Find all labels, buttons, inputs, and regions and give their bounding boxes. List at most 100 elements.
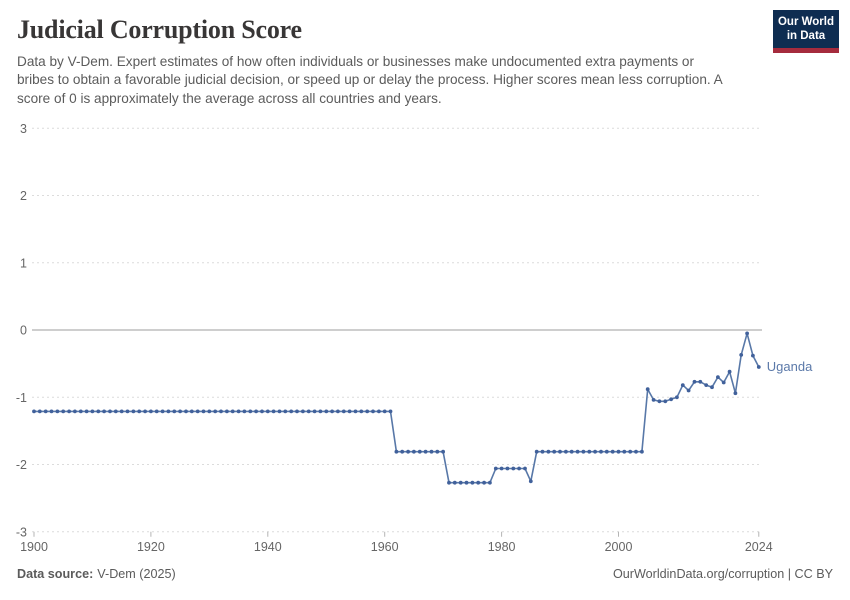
- data-point: [470, 480, 475, 485]
- data-point: [388, 409, 393, 414]
- attribution-link[interactable]: OurWorldinData.org/corruption | CC BY: [612, 567, 833, 581]
- data-point: [96, 409, 101, 414]
- data-point: [745, 331, 749, 336]
- data-point: [78, 409, 83, 414]
- data-point: [412, 449, 416, 454]
- data-point: [552, 449, 557, 454]
- data-point: [394, 449, 399, 454]
- data-point: [435, 449, 440, 454]
- data-point: [102, 409, 106, 414]
- data-point: [657, 399, 662, 404]
- data-point: [569, 449, 574, 454]
- data-point: [493, 466, 498, 471]
- y-tick-label: -2: [16, 458, 27, 472]
- data-point: [564, 449, 568, 454]
- data-point: [61, 409, 66, 414]
- data-point: [604, 449, 609, 454]
- data-point: [628, 449, 633, 454]
- data-point: [377, 409, 381, 414]
- data-point: [125, 409, 130, 414]
- data-point: [225, 409, 229, 414]
- y-tick-label: 3: [20, 122, 27, 136]
- data-point: [452, 480, 457, 485]
- data-point: [417, 449, 422, 454]
- data-point: [540, 449, 545, 454]
- data-point: [67, 409, 71, 414]
- data-point: [581, 449, 586, 454]
- data-point: [476, 480, 481, 485]
- x-tick-label: 1920: [137, 540, 165, 554]
- data-point: [201, 409, 206, 414]
- series-label-uganda: Uganda: [766, 358, 813, 374]
- data-point: [593, 449, 597, 454]
- data-point: [482, 480, 486, 485]
- data-point: [295, 409, 299, 414]
- owid-logo[interactable]: Our World in Data: [773, 10, 839, 53]
- data-point: [119, 409, 124, 414]
- data-point: [166, 409, 171, 414]
- data-point: [359, 409, 364, 414]
- x-tick-label: 2024: [745, 540, 773, 554]
- chart-subtitle: Data by V-Dem. Expert estimates of how o…: [17, 54, 723, 106]
- data-point: [131, 409, 136, 414]
- data-point: [733, 391, 738, 396]
- data-point: [143, 409, 148, 414]
- data-point: [113, 409, 118, 414]
- data-point: [710, 385, 714, 390]
- data-source-value: V-Dem (2025): [97, 567, 176, 581]
- y-tick-label: -3: [16, 525, 27, 539]
- data-source-label: Data source:: [17, 567, 94, 581]
- data-point: [692, 379, 697, 384]
- data-point: [178, 409, 183, 414]
- data-point: [698, 379, 703, 384]
- data-point: [458, 480, 463, 485]
- data-point: [160, 409, 165, 414]
- data-point: [149, 409, 153, 414]
- data-point: [365, 409, 370, 414]
- data-point: [265, 409, 270, 414]
- data-point: [336, 409, 340, 414]
- data-point: [599, 449, 603, 454]
- data-point: [301, 409, 305, 414]
- data-point: [406, 449, 410, 454]
- x-tick-label: 1900: [20, 540, 48, 554]
- data-point: [645, 387, 650, 392]
- data-point: [716, 375, 720, 379]
- owid-logo-line2: in Data: [786, 29, 826, 42]
- data-point: [575, 449, 580, 454]
- data-point: [464, 480, 469, 485]
- data-point: [242, 409, 247, 414]
- data-source: Data source: V-Dem (2025): [17, 567, 176, 581]
- data-point: [154, 409, 159, 414]
- data-point: [289, 409, 294, 414]
- data-point: [400, 449, 405, 454]
- chart-footer: Data source: V-Dem (2025) OurWorldinData.…: [0, 567, 850, 581]
- y-tick-label: 1: [20, 256, 27, 270]
- data-point: [610, 449, 615, 454]
- data-point: [84, 409, 89, 414]
- data-point: [669, 397, 673, 402]
- data-point: [55, 409, 60, 414]
- data-point: [704, 383, 709, 387]
- data-point: [651, 398, 656, 402]
- data-point: [260, 409, 264, 414]
- y-tick-label: 2: [20, 189, 27, 203]
- data-point: [219, 409, 223, 414]
- data-point: [739, 353, 744, 357]
- chart-title: Judicial Corruption Score: [17, 15, 302, 44]
- data-point: [517, 466, 521, 471]
- data-point: [640, 449, 644, 454]
- data-point: [382, 409, 387, 414]
- data-point: [353, 409, 358, 414]
- data-point: [49, 409, 54, 414]
- data-point: [277, 409, 282, 414]
- data-point: [488, 480, 492, 485]
- data-point: [236, 409, 241, 414]
- data-point: [534, 449, 539, 454]
- data-point: [318, 409, 323, 414]
- data-point: [634, 449, 638, 454]
- data-point: [756, 365, 761, 369]
- data-point: [248, 409, 253, 414]
